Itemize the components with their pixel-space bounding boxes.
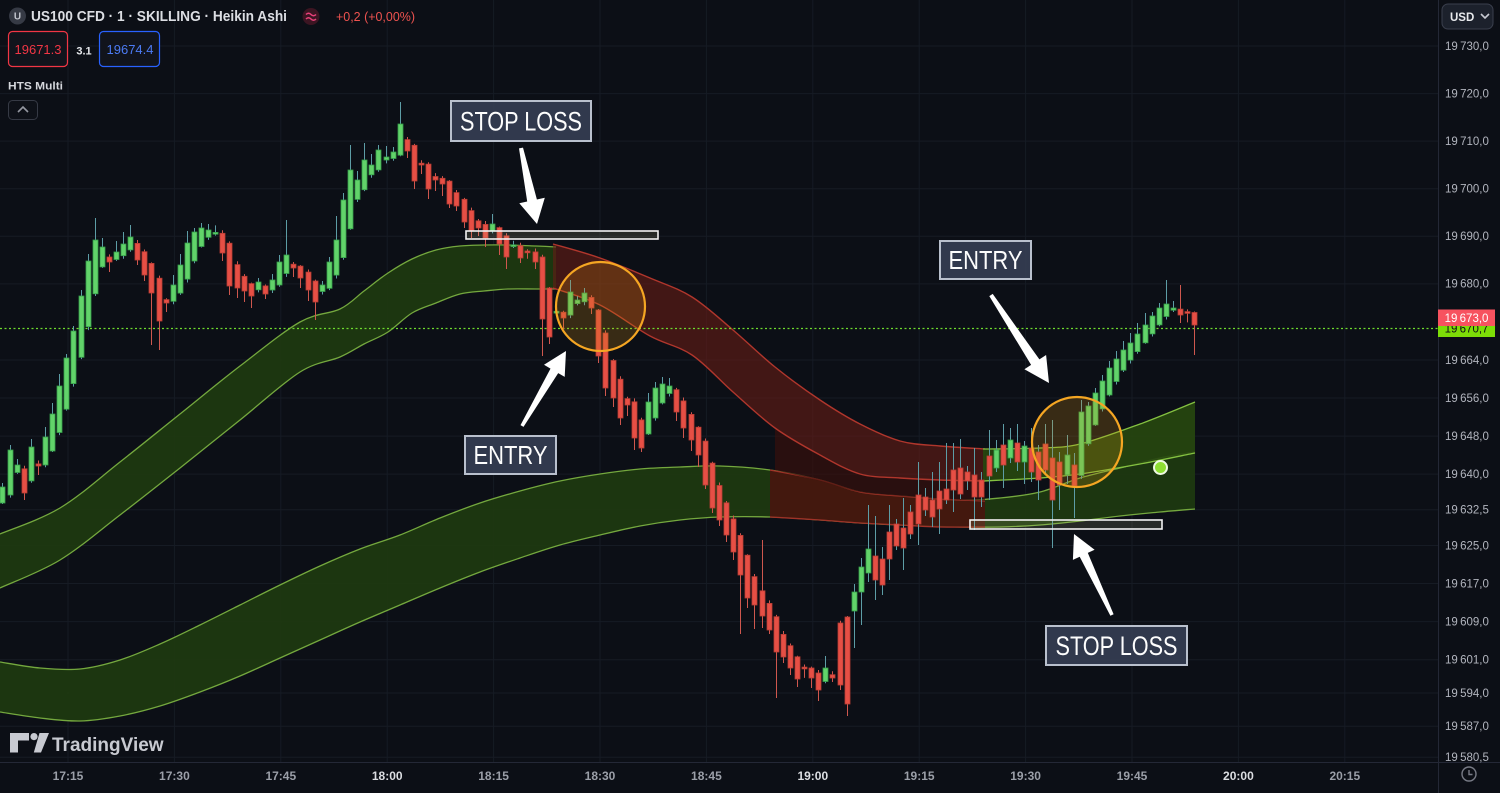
svg-text:19:15: 19:15	[904, 769, 935, 783]
svg-text:19 617,0: 19 617,0	[1445, 578, 1489, 590]
svg-text:18:30: 18:30	[585, 769, 616, 783]
svg-text:19 601,0: 19 601,0	[1445, 655, 1489, 667]
svg-text:19:00: 19:00	[797, 769, 828, 783]
svg-text:19671.3: 19671.3	[15, 42, 62, 57]
svg-text:19 700,0: 19 700,0	[1445, 184, 1489, 196]
svg-text:STOP LOSS: STOP LOSS	[1056, 631, 1178, 661]
svg-text:+0,2 (+0,00%): +0,2 (+0,00%)	[336, 9, 415, 24]
svg-text:19 670,7: 19 670,7	[1445, 324, 1489, 336]
svg-text:ENTRY: ENTRY	[474, 440, 548, 470]
svg-text:19 632,5: 19 632,5	[1445, 505, 1489, 517]
svg-text:18:00: 18:00	[372, 769, 403, 783]
svg-text:17:15: 17:15	[53, 769, 84, 783]
svg-text:19 730,0: 19 730,0	[1445, 41, 1489, 53]
svg-text:17:30: 17:30	[159, 769, 190, 783]
svg-text:19 648,0: 19 648,0	[1445, 431, 1489, 443]
svg-text:19 625,0: 19 625,0	[1445, 540, 1489, 552]
svg-text:19 594,0: 19 594,0	[1445, 688, 1489, 700]
svg-text:18:15: 18:15	[478, 769, 509, 783]
svg-text:ENTRY: ENTRY	[949, 245, 1023, 275]
svg-text:19 673,0: 19 673,0	[1445, 313, 1489, 325]
svg-text:HTS Multi: HTS Multi	[8, 81, 63, 93]
svg-text:19 680,0: 19 680,0	[1445, 279, 1489, 291]
svg-text:19 587,0: 19 587,0	[1445, 721, 1489, 733]
svg-text:USD: USD	[1450, 12, 1474, 24]
svg-text:19 580,5: 19 580,5	[1445, 752, 1489, 764]
svg-text:19 609,0: 19 609,0	[1445, 616, 1489, 628]
svg-text:19 690,0: 19 690,0	[1445, 231, 1489, 243]
svg-text:TradingView: TradingView	[52, 735, 164, 756]
svg-text:19:45: 19:45	[1117, 769, 1148, 783]
svg-text:19 710,0: 19 710,0	[1445, 136, 1489, 148]
svg-text:US100 CFD · 1 · SKILLING · Hei: US100 CFD · 1 · SKILLING · Heikin Ashi	[31, 9, 287, 25]
svg-text:19 656,0: 19 656,0	[1445, 393, 1489, 405]
svg-text:17:45: 17:45	[265, 769, 296, 783]
svg-text:19 664,0: 19 664,0	[1445, 355, 1489, 367]
svg-text:3.1: 3.1	[76, 46, 91, 58]
svg-text:U: U	[14, 12, 21, 23]
svg-text:STOP LOSS: STOP LOSS	[460, 106, 582, 136]
svg-text:19:30: 19:30	[1010, 769, 1041, 783]
svg-text:18:45: 18:45	[691, 769, 722, 783]
svg-text:20:15: 20:15	[1329, 769, 1360, 783]
svg-text:19674.4: 19674.4	[107, 42, 154, 57]
svg-text:19 720,0: 19 720,0	[1445, 88, 1489, 100]
svg-text:20:00: 20:00	[1223, 769, 1254, 783]
svg-text:19 640,0: 19 640,0	[1445, 469, 1489, 481]
